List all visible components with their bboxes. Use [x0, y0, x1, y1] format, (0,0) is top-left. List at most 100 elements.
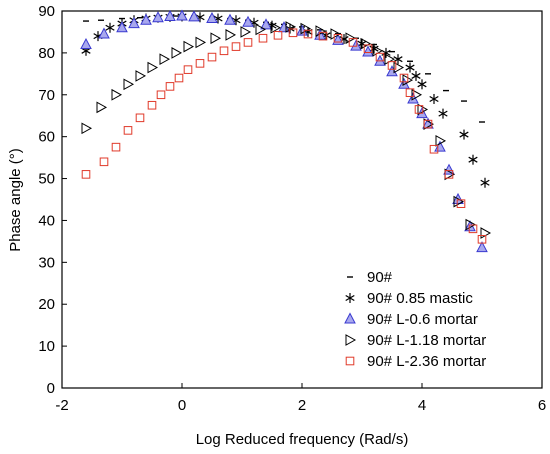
legend-item: 90# L-0.6 mortar [344, 311, 478, 328]
asterisk-stroke [417, 81, 427, 88]
legend-label: 90# L-0.6 mortar [367, 311, 478, 328]
data-point [105, 22, 115, 33]
legend-item: 90# 0.85 mastic [345, 290, 473, 307]
asterisk-stroke [480, 179, 490, 186]
x-tick-label: 0 [178, 397, 186, 414]
data-point [206, 11, 218, 24]
data-point [171, 47, 183, 59]
data-point [456, 199, 466, 208]
data-point [315, 25, 327, 37]
data-point [207, 52, 217, 62]
data-point [260, 18, 272, 30]
x-tick-label: 2 [298, 397, 306, 414]
data-point [176, 9, 188, 21]
asterisk-stroke [393, 56, 403, 63]
y-tick-label: 40 [38, 212, 55, 229]
data-point [135, 70, 147, 82]
asterisk-stroke [405, 64, 415, 71]
legend-label: 90# 0.85 mastic [367, 290, 473, 307]
data-point [195, 59, 205, 68]
data-point [333, 33, 343, 43]
data-point [476, 241, 488, 253]
legend-label: 90# L-2.36 mortar [367, 353, 486, 370]
data-point [350, 39, 362, 51]
asterisk-stroke [438, 110, 448, 117]
data-point [135, 113, 145, 123]
data-point [345, 293, 355, 303]
data-point [348, 38, 358, 47]
data-point [273, 30, 283, 40]
data-point [258, 33, 268, 43]
data-point [288, 28, 298, 38]
data-point [480, 177, 490, 188]
data-point [465, 218, 477, 231]
data-point [165, 82, 175, 91]
data-point [219, 46, 229, 56]
data-point [387, 61, 397, 70]
data-point [240, 26, 252, 38]
data-point [393, 61, 405, 74]
data-point [444, 170, 454, 179]
legend-label: 90# [367, 269, 393, 286]
data-point [438, 108, 448, 119]
data-point [140, 13, 152, 25]
data-point [156, 90, 166, 100]
data-point [81, 170, 91, 179]
data-point [345, 334, 357, 346]
data-point [174, 73, 184, 83]
data-point [164, 9, 176, 21]
y-tick-label: 10 [38, 338, 55, 355]
data-point [243, 38, 253, 47]
y-tick-label: 60 [38, 129, 55, 146]
data-point [414, 105, 424, 114]
asterisk-stroke [468, 156, 478, 163]
x-tick-label: 6 [538, 397, 546, 414]
data-point [128, 16, 140, 29]
data-point [435, 135, 447, 147]
y-tick-label: 30 [38, 254, 55, 271]
data-point [362, 45, 374, 57]
x-axis-label: Log Reduced frequency (Rad/s) [196, 431, 409, 448]
asterisk-stroke [411, 72, 421, 79]
data-point [270, 21, 282, 34]
x-tick-label: 4 [418, 397, 426, 414]
legend-label: 90# L-1.18 mortar [367, 332, 486, 349]
data-point [152, 11, 164, 23]
legend-item: 90# L-1.18 mortar [345, 332, 486, 349]
data-point [405, 62, 415, 73]
asterisk-stroke [369, 45, 379, 52]
data-point [429, 93, 439, 104]
data-point [183, 40, 195, 53]
data-point [417, 79, 427, 90]
legend-item: 90# [347, 269, 393, 286]
data-point [330, 28, 342, 40]
data-point [99, 157, 109, 167]
data-point [80, 37, 92, 50]
data-point [405, 88, 415, 97]
data-point [183, 65, 193, 74]
data-point [344, 312, 356, 324]
data-point [123, 126, 133, 135]
data-point [468, 224, 478, 234]
asterisk-stroke [357, 40, 367, 47]
data-point [123, 78, 135, 91]
data-point [411, 88, 423, 101]
legend-item: 90# L-2.36 mortar [345, 353, 486, 370]
data-point [360, 37, 372, 50]
data-point [381, 47, 391, 58]
data-point [96, 101, 108, 114]
asterisk-stroke [381, 49, 391, 56]
data-point [468, 154, 478, 165]
data-point [318, 31, 328, 41]
data-point [429, 144, 439, 154]
data-point [393, 54, 403, 65]
data-point [159, 53, 171, 66]
data-point [345, 356, 355, 366]
series [81, 21, 492, 239]
legend: 90# 90# 0.85 mastic 90# L-0.6 mortar 90# L-… [344, 269, 486, 370]
data-point [363, 44, 373, 54]
y-tick-label: 90 [38, 3, 55, 20]
data-point [242, 15, 254, 27]
